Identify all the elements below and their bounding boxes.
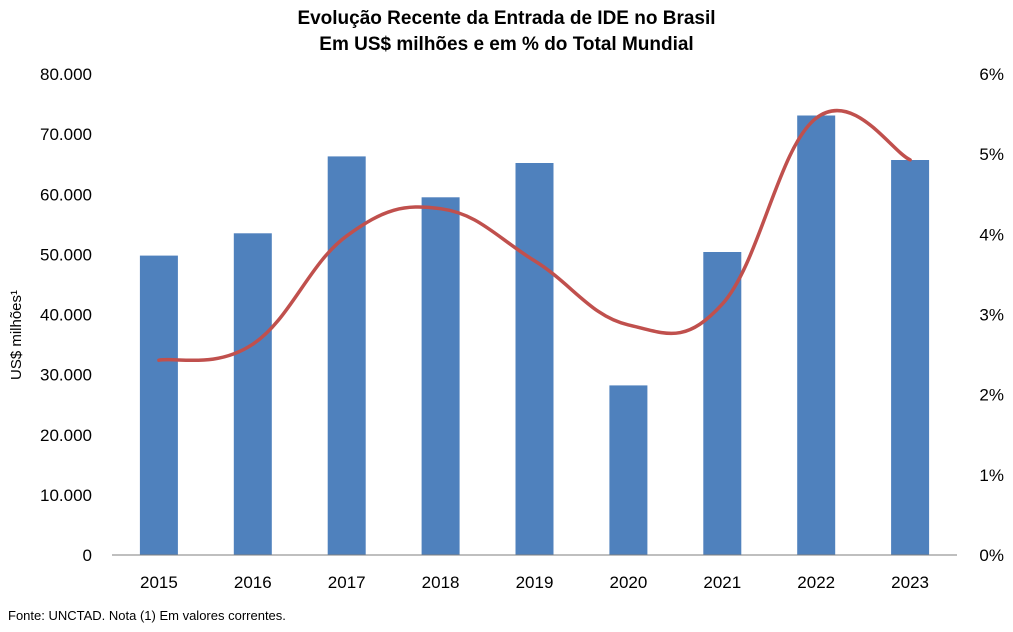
line-layer bbox=[157, 108, 912, 363]
y-tick-label: 30.000 bbox=[40, 366, 92, 385]
x-tick-label: 2019 bbox=[516, 573, 554, 592]
bar-2020 bbox=[609, 385, 648, 555]
x-tick-label: 2021 bbox=[703, 573, 741, 592]
x-tick-label: 2015 bbox=[140, 573, 178, 592]
chart-title-line-2: Em US$ milhões e em % do Total Mundial bbox=[319, 34, 694, 55]
x-tick-label: 2016 bbox=[234, 573, 272, 592]
bars-layer bbox=[139, 115, 930, 556]
bar-2022 bbox=[797, 115, 836, 555]
chart-title: Evolução Recente da Entrada de IDE no Br… bbox=[0, 6, 1013, 58]
y-tick-label: 80.000 bbox=[40, 65, 92, 84]
x-tick-label: 2022 bbox=[797, 573, 835, 592]
x-tick-label: 2023 bbox=[891, 573, 929, 592]
y2-tick-label: 2% bbox=[979, 386, 1004, 405]
y-tick-label: 60.000 bbox=[40, 185, 92, 204]
y-tick-label: 20.000 bbox=[40, 426, 92, 445]
bar-2018 bbox=[421, 197, 460, 556]
y2-tick-label: 4% bbox=[979, 225, 1004, 244]
ticks-layer: 0 10.000 20.000 30.000 40.000 50.000 60.000 70.… bbox=[40, 65, 1004, 592]
y2-tick-label: 1% bbox=[979, 466, 1004, 485]
chart-title-line-1: Evolução Recente da Entrada de IDE no Br… bbox=[297, 8, 716, 29]
x-tick-label: 2018 bbox=[422, 573, 460, 592]
y-tick-label: 10.000 bbox=[40, 486, 92, 505]
y-axis-label: US$ milhões¹ bbox=[8, 290, 25, 380]
y2-tick-label: 0% bbox=[979, 546, 1004, 565]
footnote: Fonte: UNCTAD. Nota (1) Em valores corre… bbox=[8, 608, 286, 623]
y-tick-label: 50.000 bbox=[40, 245, 92, 264]
y-tick-label: 40.000 bbox=[40, 306, 92, 325]
y-tick-label: 70.000 bbox=[40, 125, 92, 144]
bar-2015 bbox=[139, 255, 178, 555]
share-line bbox=[157, 108, 912, 363]
y-tick-label: 0 bbox=[83, 546, 92, 565]
x-tick-label: 2017 bbox=[328, 573, 366, 592]
bar-2023 bbox=[891, 160, 930, 555]
y2-tick-label: 5% bbox=[979, 145, 1004, 164]
bar-2017 bbox=[327, 156, 366, 555]
bar-2016 bbox=[233, 233, 272, 556]
bar-2019 bbox=[515, 163, 554, 555]
bar-2021 bbox=[703, 252, 742, 555]
y2-tick-label: 3% bbox=[979, 306, 1004, 325]
x-tick-label: 2020 bbox=[609, 573, 647, 592]
y2-tick-label: 6% bbox=[979, 65, 1004, 84]
